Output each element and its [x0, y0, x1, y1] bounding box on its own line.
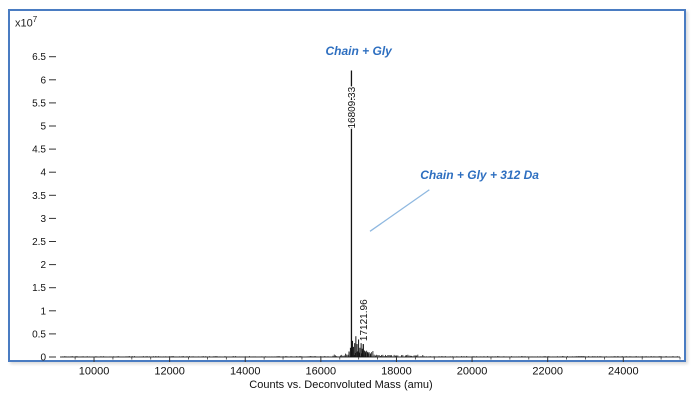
- x-tick-label: 18000: [381, 366, 412, 378]
- x-axis-title: Counts vs. Deconvoluted Mass (amu): [249, 379, 433, 391]
- y-tick-label: 5: [40, 122, 46, 133]
- y-tick-label: 2: [40, 260, 46, 271]
- y-tick-label: 5.5: [32, 98, 46, 109]
- annotation-leader-line: [369, 189, 430, 232]
- y-axis-multiplier-exponent: 7: [32, 15, 38, 24]
- y-axis-multiplier: x107: [15, 15, 37, 30]
- baseline-noise: [61, 350, 678, 357]
- y-tick-label: 2.5: [32, 237, 46, 248]
- x-tick-label: 10000: [79, 366, 110, 378]
- x-tick-label: 14000: [230, 366, 261, 378]
- y-tick-label: 4: [40, 168, 46, 179]
- peak-mass-label: 17121.96: [359, 299, 370, 341]
- x-tick-label: 12000: [154, 366, 185, 378]
- y-tick-label: 1: [40, 306, 46, 317]
- peak-mass-label: 16809.33: [347, 86, 358, 128]
- x-tick-label: 20000: [457, 366, 488, 378]
- y-axis-multiplier-base: x10: [15, 17, 33, 30]
- minor-peaks: [348, 336, 371, 357]
- y-tick-label: 3: [40, 214, 46, 225]
- plot-frame: [8, 9, 686, 362]
- y-tick-label: 6.5: [32, 52, 46, 63]
- y-tick-label: 0: [40, 353, 46, 364]
- x-tick-label: 22000: [532, 366, 563, 378]
- y-tick-label: 3.5: [32, 191, 46, 202]
- y-tick-label: 6: [40, 75, 46, 86]
- x-tick-label: 16000: [306, 366, 337, 378]
- y-tick-label: 1.5: [32, 283, 46, 294]
- y-tick-label: 0.5: [32, 329, 46, 340]
- x-tick-label: 24000: [608, 366, 639, 378]
- y-tick-label: 4.5: [32, 145, 46, 156]
